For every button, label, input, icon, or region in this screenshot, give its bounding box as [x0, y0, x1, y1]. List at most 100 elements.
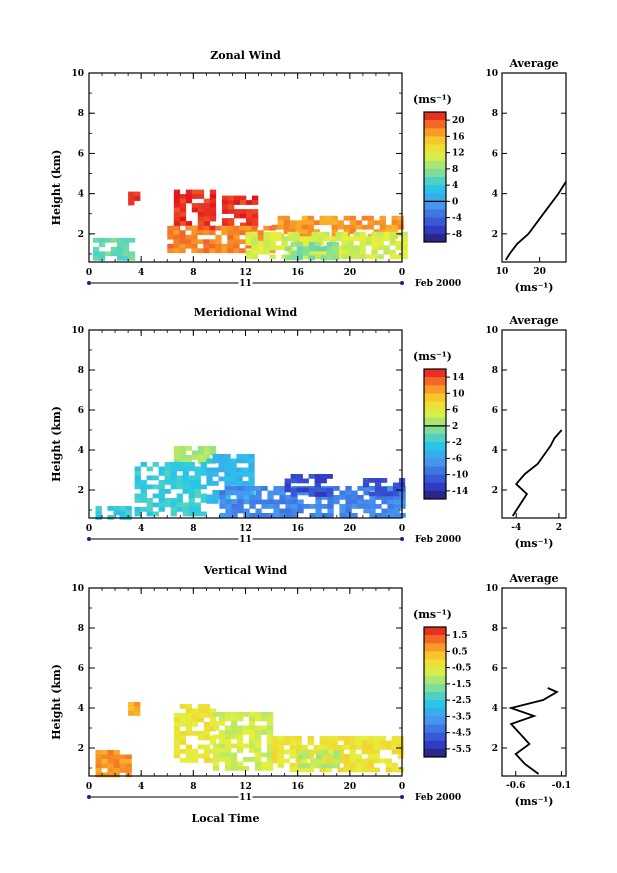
data-cell — [179, 713, 187, 718]
data-cell — [327, 504, 334, 509]
data-cell — [374, 482, 382, 488]
data-cell — [307, 767, 314, 773]
data-cell — [230, 734, 238, 740]
data-cell — [194, 489, 201, 494]
data-cell — [311, 249, 318, 255]
data-cell — [359, 254, 366, 260]
data-cell — [228, 218, 235, 223]
data-cell — [371, 231, 378, 237]
data-cell — [215, 243, 222, 249]
data-cell — [365, 240, 372, 246]
data-cell — [140, 462, 147, 467]
data-cell — [212, 499, 219, 504]
data-cell — [200, 493, 207, 499]
colorbar-tick-label: 12 — [452, 149, 465, 159]
data-cell — [301, 229, 308, 235]
data-cell — [224, 734, 232, 740]
data-cell — [279, 490, 286, 496]
data-cell — [269, 240, 276, 246]
data-cell — [341, 249, 348, 255]
colorbar-band — [424, 225, 446, 235]
data-cell — [212, 481, 219, 486]
data-cell — [185, 459, 193, 465]
data-cell — [110, 251, 118, 257]
data-cell — [401, 254, 408, 260]
data-cell — [353, 249, 360, 255]
data-cell — [173, 212, 181, 217]
data-cell — [279, 499, 286, 505]
data-cell — [315, 495, 322, 500]
data-cell — [209, 740, 217, 745]
data-cell — [392, 491, 400, 497]
data-cell — [170, 471, 177, 476]
data-cell — [222, 200, 229, 205]
data-cell — [221, 248, 228, 254]
data-cell — [203, 221, 211, 226]
data-cell — [301, 215, 308, 221]
data-cell — [320, 255, 327, 261]
data-cell — [203, 216, 211, 222]
data-cell — [242, 712, 250, 717]
data-cell — [347, 254, 354, 260]
data-cell — [297, 504, 304, 509]
data-cell — [212, 766, 220, 771]
data-cell — [246, 222, 253, 228]
data-cell — [315, 750, 322, 755]
average-frame — [501, 587, 567, 777]
data-cell — [293, 236, 300, 242]
x-tick-label: 16 — [291, 268, 304, 278]
y-tick-label: 8 — [78, 624, 84, 634]
data-cell — [275, 245, 282, 251]
average-y-tick-label: 2 — [492, 744, 498, 754]
data-cell — [252, 195, 259, 201]
data-cell — [185, 234, 192, 240]
data-cell — [367, 763, 374, 768]
data-cell — [332, 246, 339, 252]
data-cell — [197, 194, 205, 199]
colorbar-tick-label: 6 — [452, 406, 458, 416]
data-cell — [290, 241, 297, 247]
data-cell — [283, 229, 290, 235]
data-cell — [389, 254, 396, 260]
data-cell — [315, 763, 322, 769]
data-cell — [146, 484, 153, 490]
data-cell — [236, 472, 243, 477]
data-cell — [345, 495, 352, 500]
data-cell — [185, 722, 193, 727]
data-cell — [337, 220, 344, 226]
data-cell — [237, 504, 244, 509]
data-cell — [369, 504, 376, 509]
data-cell — [319, 758, 326, 764]
data-cell — [315, 513, 322, 518]
data-cell — [185, 753, 193, 759]
data-cell — [134, 484, 141, 490]
data-cell — [389, 249, 396, 255]
data-cell — [252, 218, 259, 223]
data-cell — [260, 766, 268, 771]
data-cell — [401, 249, 408, 255]
data-cell — [212, 454, 219, 459]
data-cell — [227, 234, 234, 240]
data-cell — [254, 743, 262, 749]
y-axis-label: Height (km) — [50, 150, 63, 226]
data-cell — [125, 772, 132, 778]
data-cell — [203, 744, 211, 750]
data-cell — [329, 236, 336, 242]
average-y-tick-label: 4 — [492, 190, 498, 200]
data-cell — [224, 494, 231, 500]
data-cell — [245, 243, 252, 249]
data-cell — [179, 717, 187, 723]
data-cell — [315, 499, 322, 505]
data-cell — [290, 492, 297, 497]
data-cell — [197, 753, 205, 759]
day-label-bg — [238, 277, 253, 288]
data-cell — [271, 745, 278, 750]
data-cell — [215, 234, 222, 240]
data-cell — [248, 472, 255, 477]
data-cell — [128, 196, 135, 201]
data-cell — [266, 766, 274, 771]
data-cell — [319, 767, 326, 773]
colorbar-band — [424, 482, 446, 492]
data-cell — [319, 736, 326, 741]
data-cell — [209, 446, 217, 451]
